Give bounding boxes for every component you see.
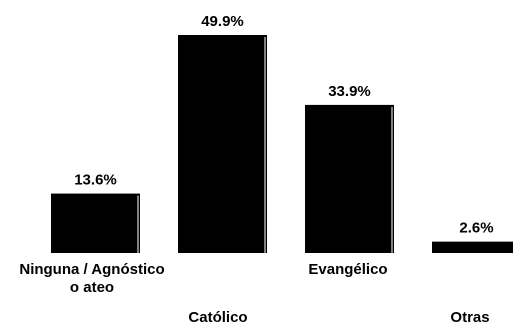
bar-evangelico <box>305 104 394 253</box>
category-label-ninguna-line2: o ateo <box>70 279 114 296</box>
data-label-evangelico: 33.9% <box>328 83 371 100</box>
bar-catolico <box>178 35 267 253</box>
data-label-ninguna: 13.6% <box>74 172 117 189</box>
bar-otras <box>432 241 513 253</box>
bar-group-catolico: 49.9% Católico <box>178 13 267 326</box>
bar-ninguna <box>51 193 140 253</box>
bar-group-evangelico: 33.9% Evangélico <box>305 83 394 278</box>
data-label-otras: 2.6% <box>459 220 493 237</box>
data-label-catolico: 49.9% <box>201 13 244 30</box>
bar-group-otras: 2.6% Otras <box>432 220 513 326</box>
category-label-evangelico: Evangélico <box>308 261 387 278</box>
category-label-ninguna-line1: Ninguna / Agnóstico <box>19 261 164 278</box>
category-label-catolico: Católico <box>188 309 247 326</box>
category-label-otras: Otras <box>450 309 489 326</box>
